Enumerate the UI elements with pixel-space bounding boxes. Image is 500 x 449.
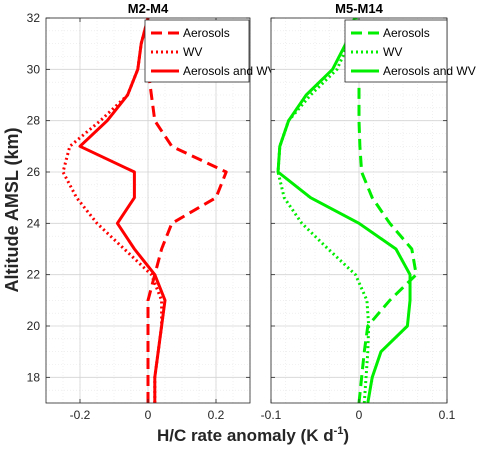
- legend-label: WV: [383, 45, 402, 59]
- legend: Aerosols WV Aerosols and WV: [344, 19, 476, 83]
- y-tick-label: 18: [27, 370, 41, 384]
- panel-1: -0.2 0 0.21820222426283032M2-M4AerosolsWVA…: [27, 1, 276, 422]
- series-line-dotted: [276, 17, 371, 404]
- y-axis-label: Altitude AMSL (km): [2, 127, 22, 292]
- legend-label: Aerosols: [183, 26, 230, 40]
- x-tick-label: -0.1: [261, 408, 282, 422]
- y-tick-label: 26: [27, 165, 41, 179]
- x-axis-label-close: ): [343, 426, 349, 445]
- legend-label: Aerosols and WV: [383, 64, 476, 78]
- x-tick-label: 0.1: [439, 408, 456, 422]
- panels: -0.2 0 0.21820222426283032M2-M4AerosolsWVA…: [27, 1, 476, 422]
- y-tick-label: 28: [27, 114, 41, 128]
- y-tick-label: 22: [27, 268, 41, 282]
- x-tick-label: 0: [356, 408, 363, 422]
- x-tick-label: 0: [145, 408, 152, 422]
- panel-title: M5-M14: [335, 1, 383, 16]
- x-axis-label: H/C rate anomaly (K d-1): [157, 425, 349, 445]
- x-axis-label-exponent: -1: [334, 425, 344, 437]
- y-tick-label: 32: [27, 11, 41, 25]
- x-axis-label-main: H/C rate anomaly (K d: [157, 426, 334, 445]
- y-tick-label: 20: [27, 319, 41, 333]
- series-line-dashed: [357, 18, 418, 404]
- legend-label: Aerosols and WV: [183, 64, 276, 78]
- series-line-solid: [78, 17, 167, 403]
- y-tick-label: 30: [27, 62, 41, 76]
- legend: Aerosols WV Aerosols and WV: [144, 19, 276, 83]
- x-tick-label: -0.2: [70, 408, 91, 422]
- panel-title: M2-M4: [128, 1, 169, 16]
- series-line-solid: [276, 17, 412, 404]
- legend-label: WV: [183, 45, 202, 59]
- y-tick-label: 24: [27, 216, 41, 230]
- x-tick-label: 0.2: [208, 408, 225, 422]
- legend-label: Aerosols: [383, 26, 430, 40]
